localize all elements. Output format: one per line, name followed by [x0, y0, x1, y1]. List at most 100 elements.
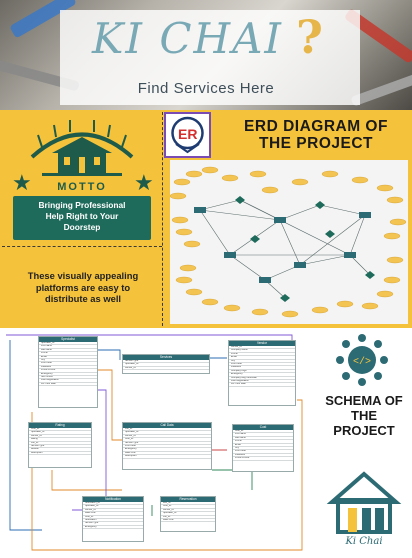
house-tools-logo: [30, 120, 134, 176]
table-header: Vendor: [229, 341, 295, 346]
star-icon: ★: [134, 170, 154, 195]
erd-diagram: [169, 160, 408, 324]
table-row: Date/Time: [83, 512, 143, 516]
table-row: Cust_ID: [83, 516, 143, 519]
table-row: Email: [233, 444, 293, 447]
table-row: Phone: [229, 353, 295, 357]
table-row: Job_ID: [161, 516, 215, 519]
table-row: Profile Picture: [39, 369, 97, 373]
schema-title-line: SCHEMA OF: [325, 393, 403, 408]
table-row: Notification: [83, 519, 143, 523]
table-cust: Cust Cust_ID First name Last name Phone …: [232, 424, 294, 472]
table-header: Reservation: [161, 497, 215, 502]
table-call-data: Call Data Job_ID Specialist_ID Vendor_ID…: [122, 422, 212, 470]
erd-title-line: THE PROJECT: [258, 135, 373, 152]
table-row: Service Type: [123, 442, 211, 445]
er-badge-text: ER: [178, 126, 197, 142]
brand-logo: Ki Chai: [326, 471, 402, 547]
table-header: Cust: [233, 425, 293, 430]
table-row: Per Hour Rate: [229, 383, 295, 387]
divider: [162, 112, 163, 326]
table-notification: Notification Notification_ID Specialist_…: [82, 496, 144, 542]
table-row: Post Code: [39, 362, 97, 366]
table-row: Post Code: [233, 450, 293, 454]
table-row: Job_ID: [29, 442, 91, 445]
table-row: Email: [39, 356, 97, 359]
table-row: Cust_ID: [29, 428, 91, 432]
table-row: First name: [233, 433, 293, 437]
brand-name: Ki Chai: [344, 536, 382, 547]
hero-band: [60, 10, 360, 105]
question-mark-icon: ?: [296, 10, 323, 64]
table-row: Specialist_ID: [161, 512, 215, 516]
table-row: Service Type: [123, 360, 209, 364]
hero-banner: KI CHAI ? Find Services Here: [0, 0, 412, 110]
svg-text:</>: </>: [353, 356, 371, 368]
table-row: Specialist_ID: [29, 431, 91, 435]
table-row: Review: [29, 448, 91, 452]
table-row: Specialist_ID: [123, 363, 209, 367]
table-row: Service Type: [29, 445, 91, 449]
visual-note-line: These visually appealing: [27, 270, 139, 281]
table-header: Rating: [29, 423, 91, 428]
table-specialist: Specialist Specialist_ID First name Last…: [38, 336, 98, 408]
table-row: City: [233, 447, 293, 451]
schema-diagram: Specialist Specialist_ID First name Last…: [2, 330, 328, 555]
schema-title-line: THE: [351, 408, 377, 423]
schema-title: SCHEMA OF THE PROJECT: [316, 393, 412, 438]
table-row: Password: [39, 366, 97, 370]
table-header: Services: [123, 355, 209, 360]
table-row: Email: [229, 356, 295, 360]
table-row: Phone: [39, 352, 97, 356]
hero-subtitle: Find Services Here: [137, 80, 275, 97]
table-header: Notification: [83, 497, 143, 502]
table-vendor: Vendor Vendor_ID Company Name Phone Emai…: [228, 340, 296, 406]
table-row: Company Logo: [229, 370, 295, 374]
divider: [2, 246, 162, 247]
table-row: Service Type: [83, 522, 143, 526]
erd-title-line: ERD DIAGRAM OF: [244, 118, 388, 135]
table-row: Profile Picture: [233, 457, 293, 461]
table-row: Vendor_ID: [161, 509, 215, 513]
er-badge: ER: [164, 112, 211, 158]
gear-network-icon: </>: [336, 334, 388, 386]
table-header: Specialist: [39, 337, 97, 342]
table-row: Cust_ID: [123, 438, 211, 442]
table-row: Joint Registration: [39, 379, 97, 383]
table-row: Joint Registration: [229, 380, 295, 384]
table-row: Cust_ID: [233, 430, 293, 434]
table-row: Specialist_ID: [83, 505, 143, 509]
visual-note-line: platforms are easy to: [35, 281, 131, 293]
motto-line: Bringing Professional: [38, 200, 126, 210]
star-icon: ★: [12, 170, 32, 195]
table-services: Services Service Type Specialist_ID Vend…: [122, 354, 210, 374]
table-row: Vendor_ID: [29, 435, 91, 439]
table-rating: Rating Cust_ID Specialist_ID Vendor_ID R…: [28, 422, 92, 468]
table-reservation: Reservation Rsv_ID Cust_ID Vendor_ID Spe…: [160, 496, 216, 532]
table-row: Vendor_ID: [123, 435, 211, 439]
table-row: Date/Time: [161, 519, 215, 523]
table-row: Specialist_ID: [39, 342, 97, 346]
visual-note-line: distribute as well: [44, 293, 122, 304]
table-row: Last name: [39, 349, 97, 353]
table-row: Company Name: [229, 349, 295, 353]
table-row: Emergency: [83, 526, 143, 530]
table-row: Vendor_ID: [229, 346, 295, 350]
motto-label: MOTTO: [57, 181, 107, 193]
motto-line: Help Right to Your: [45, 211, 119, 221]
erd-graph: [169, 166, 407, 318]
table-row: Post Code: [123, 445, 211, 449]
table-row: NID Picture: [39, 376, 97, 380]
motto-box: Bringing Professional Help Right to Your…: [13, 196, 151, 240]
table-row: Description: [29, 452, 91, 456]
table-row: Password: [229, 366, 295, 370]
table-row: Vendor_ID: [83, 509, 143, 513]
table-header: Call Data: [123, 423, 211, 428]
table-row: Last name: [233, 437, 293, 441]
table-row: Phone: [233, 440, 293, 444]
visual-note: These visually appealing platforms are e…: [14, 270, 152, 305]
er-logo-icon: ER: [171, 116, 204, 154]
table-row: Emergency: [229, 373, 295, 377]
table-row: First name: [39, 345, 97, 349]
